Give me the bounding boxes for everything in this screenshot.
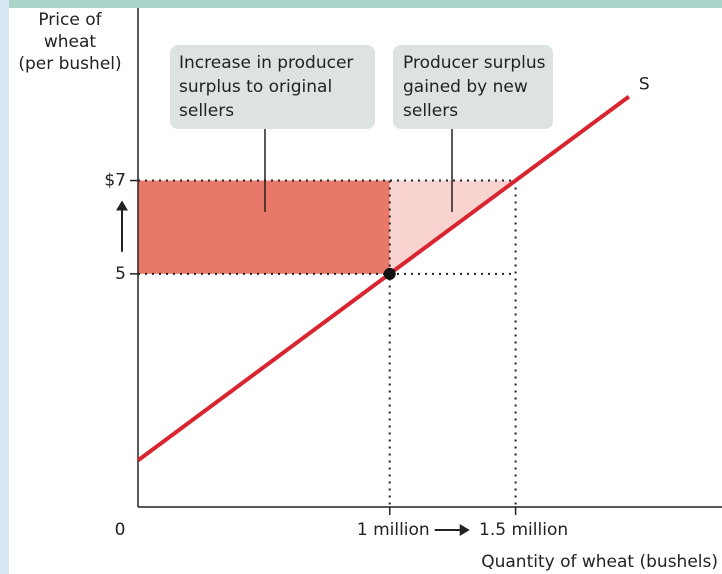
x-tick-label: 1 million: [357, 520, 430, 540]
y-axis-label: Price of: [38, 10, 102, 30]
annotation-text: Increase in producer: [179, 53, 353, 73]
annotation-text: sellers: [179, 101, 234, 121]
left-frame: [0, 0, 9, 574]
x-axis-label: Quantity of wheat (bushels): [481, 552, 718, 572]
annotation-box: [170, 45, 375, 129]
surplus-original: [138, 180, 390, 274]
annotation-text: Producer surplus: [403, 53, 546, 73]
x-tick-label: 1.5 million: [479, 520, 568, 540]
x-tick-label: 0: [115, 520, 126, 540]
annotation-text: gained by new: [403, 77, 528, 97]
y-tick-label: 5: [115, 264, 126, 284]
y-arrow-head: [116, 200, 128, 211]
x-arrow-head: [459, 524, 470, 536]
top-frame: [0, 0, 722, 8]
series-label: S: [639, 75, 650, 95]
y-axis-label: (per bushel): [18, 54, 121, 74]
annotation-text: sellers: [403, 101, 458, 121]
supply-line: [136, 95, 631, 462]
point: [383, 267, 396, 280]
annotation-box: [393, 45, 553, 129]
y-axis-label: wheat: [44, 32, 97, 52]
annotation-text: surplus to original: [179, 77, 332, 97]
y-tick-label: $7: [104, 171, 126, 191]
